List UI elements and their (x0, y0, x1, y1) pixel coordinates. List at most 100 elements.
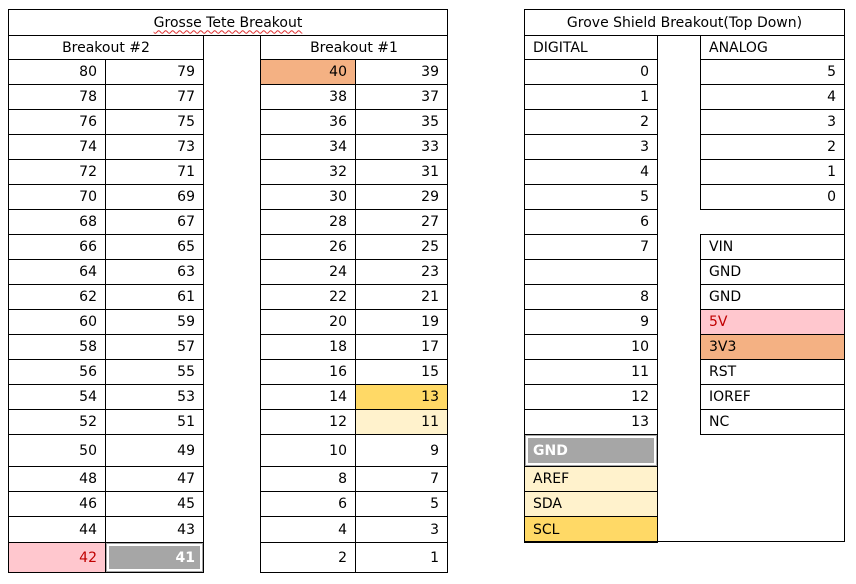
breakout-pin-cell: 52 (8, 409, 106, 435)
breakout-pin-cell: 76 (8, 109, 106, 135)
breakout-pin-cell: 68 (8, 209, 106, 235)
breakout-pin-cell: 78 (8, 84, 106, 110)
digital-pin-cell-text: 0 (640, 64, 649, 80)
breakout-pin-cell: 61 (105, 284, 204, 310)
breakout-pin-cell-text: 16 (329, 364, 347, 380)
breakout-pin-cell-text: 23 (421, 264, 439, 280)
breakout-pin-cell: 16 (260, 359, 356, 385)
breakout-pin-cell-text: 35 (421, 114, 439, 130)
breakout-pin-cell: 48 (8, 466, 106, 492)
breakout-pin-cell: 64 (8, 259, 106, 285)
breakout-pin-cell-text: 54 (79, 389, 97, 405)
breakout-pin-cell: 63 (105, 259, 204, 285)
breakout-pin-cell: 33 (355, 134, 448, 160)
digital-header: DIGITAL (524, 35, 658, 60)
breakout-pin-cell-text: 50 (79, 442, 97, 459)
breakout-pin-cell-text: 22 (329, 289, 347, 305)
breakout-pin-cell-text: 11 (421, 414, 439, 430)
digital-pin-cell-text: 5 (640, 189, 649, 205)
breakout-pin-cell-text: 39 (421, 64, 439, 80)
breakout-pin-cell-text: 14 (329, 389, 347, 405)
breakout-pin-cell-text: 59 (177, 314, 195, 330)
breakout-pin-cell-text: 52 (79, 414, 97, 430)
breakout-pin-cell: 56 (8, 359, 106, 385)
breakout-pin-cell: 79 (105, 59, 204, 85)
grove-shield-title: Grove Shield Breakout(Top Down) (524, 9, 845, 36)
digital-pin-cell-text: 10 (631, 339, 649, 355)
digital-pin-cell-text: 7 (640, 239, 649, 255)
breakout-pin-cell: 12 (260, 409, 356, 435)
breakout-pin-cell-text: 70 (79, 189, 97, 205)
breakout-pin-cell-text: 78 (79, 89, 97, 105)
breakout-pin-cell-text: 5 (430, 496, 439, 512)
breakout-pin-cell: 36 (260, 109, 356, 135)
digital-pin-cell: AREF (524, 466, 658, 492)
breakout-pin-cell-text: 36 (329, 114, 347, 130)
breakout-pin-cell-text: 8 (338, 471, 347, 487)
breakout-pin-cell: 26 (260, 234, 356, 260)
breakout-pin-cell: 6 (260, 491, 356, 517)
breakout-pin-cell-text: 25 (421, 239, 439, 255)
power-pin-cell: 3V3 (700, 334, 845, 360)
breakout-pin-cell: 5 (355, 491, 448, 517)
breakout-pin-cell-text: 80 (79, 64, 97, 80)
analog-pin-cell: 4 (700, 84, 845, 110)
digital-pin-cell: 2 (524, 109, 658, 135)
breakout-pin-cell: 13 (355, 384, 448, 410)
breakout-pin-cell: 58 (8, 334, 106, 360)
analog-pin-cell: 5 (700, 59, 845, 85)
digital-pin-cell-text: SCL (533, 521, 560, 538)
digital-pin-cell-text: SDA (533, 496, 562, 512)
grove-shield-title-text: Grove Shield Breakout(Top Down) (566, 14, 803, 31)
breakout-pin-cell-text: 18 (329, 339, 347, 355)
breakout-pin-cell-text: 47 (177, 471, 195, 487)
breakout-pin-cell-text: 30 (329, 189, 347, 205)
breakout-pin-cell: 9 (355, 434, 448, 467)
digital-pin-cell: 1 (524, 84, 658, 110)
analog-pin-cell: 3 (700, 109, 845, 135)
breakout-pin-cell: 42 (8, 542, 106, 573)
breakout-pin-cell: 53 (105, 384, 204, 410)
breakout-pin-cell: 4 (260, 516, 356, 543)
breakout-pin-cell-text: 71 (177, 164, 195, 180)
breakout-pin-cell-text: 29 (421, 189, 439, 205)
breakout-pin-cell: 66 (8, 234, 106, 260)
breakout-pin-cell: 67 (105, 209, 204, 235)
breakout-pin-cell: 17 (355, 334, 448, 360)
breakout-pin-cell-text: 32 (329, 164, 347, 180)
breakout1-header-text: Breakout #1 (310, 39, 398, 56)
digital-pin-cell: 6 (524, 209, 658, 235)
breakout-pin-cell: 23 (355, 259, 448, 285)
breakout-pin-cell-text: 65 (177, 239, 195, 255)
digital-pin-cell: 13 (524, 409, 658, 435)
digital-pin-cell-text: 6 (640, 214, 649, 230)
analog-header: ANALOG (700, 35, 845, 60)
analog-header-text: ANALOG (709, 39, 768, 56)
breakout-pin-cell: 30 (260, 184, 356, 210)
power-pin-cell-text: RST (709, 364, 737, 380)
digital-pin-cell: SCL (524, 516, 658, 543)
breakout-pin-cell: 55 (105, 359, 204, 385)
breakout-pin-cell: 72 (8, 159, 106, 185)
breakout-pin-cell: 3 (355, 516, 448, 543)
breakout-pin-cell: 2 (260, 542, 356, 573)
breakout-pin-cell: 32 (260, 159, 356, 185)
breakout-pin-cell-text: 53 (177, 389, 195, 405)
breakout-pin-cell-text: 67 (177, 214, 195, 230)
breakout-pin-cell-text: 76 (79, 114, 97, 130)
breakout-pin-cell: 25 (355, 234, 448, 260)
analog-pin-cell-text: 2 (827, 139, 836, 155)
breakout-pin-cell-text: 68 (79, 214, 97, 230)
power-pin-cell-text: 5V (709, 314, 728, 330)
power-pin-cell-text: IOREF (709, 389, 751, 405)
power-pin-cell: NC (700, 409, 845, 435)
digital-header-text: DIGITAL (533, 39, 588, 56)
breakout-pin-cell: 70 (8, 184, 106, 210)
breakout-pin-cell-text: 55 (177, 364, 195, 380)
breakout-pin-cell-text: 12 (329, 414, 347, 430)
digital-pin-cell-text: 2 (640, 114, 649, 130)
digital-pin-cell: 7 (524, 234, 658, 260)
breakout-pin-cell: 77 (105, 84, 204, 110)
breakout-pin-cell: 43 (105, 516, 204, 543)
